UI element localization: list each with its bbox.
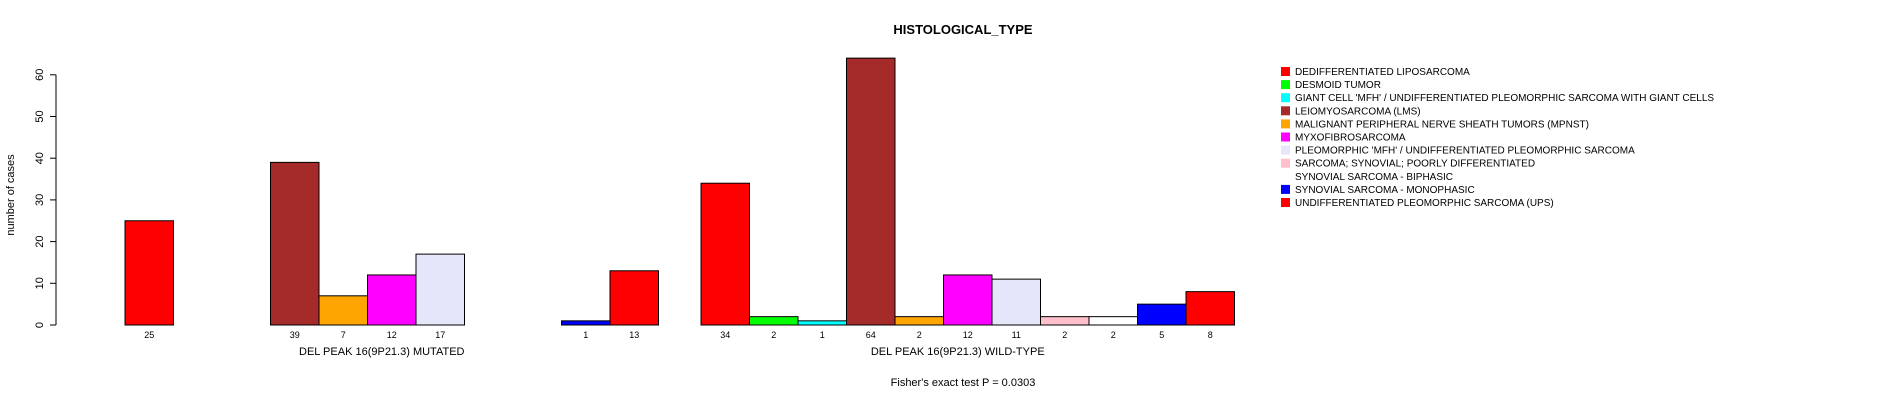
legend-entry: SYNOVIAL SARCOMA - BIPHASIC: [1295, 172, 1453, 183]
bar: [797, 320, 847, 326]
bar-value-label: 2: [1062, 330, 1067, 340]
bar-value-labels: 25 39 7 12 17 1 13 34 2 1 64 2 12 11 2 2 5 8: [144, 330, 1213, 340]
legend-swatch: [1281, 132, 1290, 142]
bar-value-label: 1: [583, 330, 588, 340]
bar-value-label: 2: [917, 330, 922, 340]
y-tick-label: 50: [34, 110, 46, 122]
legend-swatch: [1281, 184, 1290, 194]
legend-entry: SARCOMA; SYNOVIAL; POORLY DIFFERENTIATED: [1295, 159, 1535, 170]
y-tick-label: 10: [34, 277, 46, 289]
fisher-test-note: Fisher's exact test P = 0.0303: [891, 377, 1036, 389]
bar: [700, 182, 750, 326]
legend-entry: MALIGNANT PERIPHERAL NERVE SHEATH TUMORS…: [1295, 119, 1589, 130]
legend-entry: LEIOMYOSARCOMA (LMS): [1295, 106, 1421, 117]
bar: [1185, 291, 1235, 326]
bar-value-label: 8: [1208, 330, 1213, 340]
bar-value-label: 7: [341, 330, 346, 340]
legend-swatch: [1281, 198, 1290, 207]
legend-entry: MYXOFIBROSARCOMA: [1295, 133, 1406, 144]
bar-value-label: 2: [771, 330, 776, 340]
group-labels: DEL PEAK 16(9P21.3) MUTATED DEL PEAK 16(9…: [299, 346, 1045, 358]
legend-entry: GIANT CELL 'MFH' / UNDIFFERENTIATED PLEO…: [1295, 93, 1714, 104]
legend-swatch: [1281, 67, 1290, 76]
bar: [991, 278, 1041, 326]
y-axis: 0 10 20 30 40 50 60: [34, 69, 57, 328]
bar: [943, 274, 993, 326]
chart-title: HISTOLOGICAL_TYPE: [893, 22, 1032, 37]
bar-value-label: 11: [1012, 330, 1021, 340]
bar: [894, 316, 944, 326]
bar: [749, 316, 799, 326]
bar: [318, 295, 368, 326]
y-tick-label: 60: [34, 69, 46, 81]
bar: [1137, 303, 1187, 326]
bar: [561, 320, 611, 326]
bar-value-label: 1: [820, 330, 825, 340]
bar: [367, 274, 417, 326]
bar: [124, 220, 174, 326]
bar-value-label: 39: [290, 330, 300, 340]
legend-entry: DEDIFFERENTIATED LIPOSARCOMA: [1295, 67, 1470, 78]
legend-swatch: [1281, 158, 1290, 168]
legend-entry: DESMOID TUMOR: [1295, 80, 1381, 91]
bar: [415, 253, 465, 326]
bar: [1088, 316, 1138, 326]
bars: [124, 57, 1235, 326]
y-axis-label: number of cases: [5, 154, 17, 236]
legend-swatch: [1281, 80, 1290, 90]
y-tick-label: 20: [34, 235, 46, 247]
bar-value-label: 2: [1111, 330, 1116, 340]
y-tick-label: 30: [34, 194, 46, 206]
legend-entry: UNDIFFERENTIATED PLEOMORPHIC SARCOMA (UP…: [1295, 198, 1554, 209]
group-label: DEL PEAK 16(9P21.3) MUTATED: [299, 346, 465, 358]
bar-value-label: 5: [1159, 330, 1164, 340]
legend-swatch: [1281, 119, 1290, 129]
bar: [846, 57, 896, 326]
bar-value-label: 17: [435, 330, 445, 340]
bar: [270, 161, 320, 326]
bar-value-label: 25: [144, 330, 154, 340]
y-tick-label: 40: [34, 152, 46, 164]
legend: DEDIFFERENTIATED LIPOSARCOMA DESMOID TUMO…: [1281, 67, 1714, 209]
bar: [1040, 316, 1090, 326]
bar-value-label: 34: [720, 330, 730, 340]
bar-value-label: 12: [963, 330, 973, 340]
bar-value-label: 64: [866, 330, 876, 340]
legend-swatch: [1281, 93, 1290, 103]
group-label: DEL PEAK 16(9P21.3) WILD-TYPE: [871, 346, 1045, 358]
bar: [609, 270, 659, 326]
legend-swatch: [1281, 145, 1290, 155]
y-tick-label: 0: [34, 322, 46, 328]
legend-entry: PLEOMORPHIC 'MFH' / UNDIFFERENTIATED PLE…: [1295, 146, 1635, 157]
bar-value-label: 12: [387, 330, 397, 340]
bar-value-label: 13: [629, 330, 639, 340]
legend-entry: SYNOVIAL SARCOMA - MONOPHASIC: [1295, 185, 1475, 196]
legend-swatch: [1281, 106, 1290, 116]
